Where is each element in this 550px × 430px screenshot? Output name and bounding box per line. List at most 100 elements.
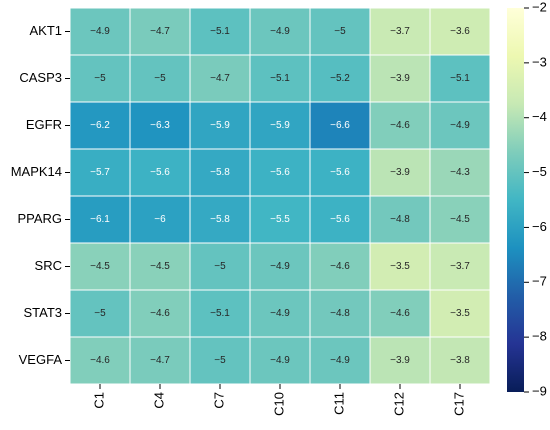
cell (249, 242, 311, 291)
cell (129, 101, 191, 150)
cell-label: −6 (154, 214, 166, 225)
colorbar-tick-label: −2 (532, 0, 547, 14)
cell-label: −5.5 (270, 214, 290, 225)
y-tick-label: CASP3 (19, 70, 62, 85)
cell-label: −3.9 (390, 167, 410, 178)
cell-label: −4.9 (270, 308, 290, 319)
colorbar-tick-label: −7 (532, 274, 547, 289)
cell-label: −4.6 (90, 355, 110, 366)
cell-label: −3.8 (450, 355, 470, 366)
cell (309, 242, 371, 291)
cell (189, 101, 251, 150)
cell-label: −4.9 (450, 120, 470, 131)
cell-label: −4.7 (210, 73, 230, 84)
cell (249, 101, 311, 150)
x-tick-label: C7 (211, 392, 226, 409)
cell-label: −5.7 (90, 167, 110, 178)
x-tick-label: C10 (271, 392, 286, 416)
cell-label: −4.7 (150, 26, 170, 37)
cell-label: −5.6 (150, 167, 170, 178)
cell-label: −6.3 (150, 120, 170, 131)
cell-label: −5 (334, 26, 346, 37)
cell-label: −6.2 (90, 120, 110, 131)
colorbar-tick-label: −8 (532, 329, 547, 344)
cell-label: −4.7 (150, 355, 170, 366)
cell (189, 195, 251, 244)
cell (429, 101, 491, 150)
y-tick-label: AKT1 (29, 23, 62, 38)
cell-label: −5.9 (270, 120, 290, 131)
y-tick-label: VEGFA (19, 352, 63, 367)
cell-label: −6.6 (330, 120, 350, 131)
cell-label: −5 (94, 308, 106, 319)
cell-label: −5 (214, 355, 226, 366)
cell (249, 289, 311, 338)
colorbar-tick-label: −6 (532, 219, 547, 234)
cell-label: −5.1 (270, 73, 290, 84)
cell (69, 148, 131, 197)
cell (429, 289, 491, 338)
cell-label: −4.9 (270, 261, 290, 272)
cell-label: −4.3 (450, 167, 470, 178)
cell-label: −3.7 (390, 26, 410, 37)
cell (69, 195, 131, 244)
cell-label: −5.1 (210, 308, 230, 319)
cell-label: −5.6 (330, 167, 350, 178)
cell (369, 148, 431, 197)
cell (309, 101, 371, 150)
cell (309, 54, 371, 103)
cell (69, 336, 131, 385)
colorbar-tick-label: −4 (532, 109, 547, 124)
cell-label: −4.9 (330, 355, 350, 366)
cell (369, 336, 431, 385)
cell-label: −5.1 (210, 26, 230, 37)
colorbar-tick-label: −9 (532, 383, 547, 398)
cell-label: −3.5 (390, 261, 410, 272)
y-tick-label: PPARG (17, 211, 62, 226)
x-tick-label: C12 (391, 392, 406, 416)
cell-label: −5.6 (270, 167, 290, 178)
cell (429, 242, 491, 291)
cell (249, 336, 311, 385)
cell-label: −5.1 (450, 73, 470, 84)
y-tick-label: STAT3 (23, 305, 62, 320)
cell-label: −3.6 (450, 26, 470, 37)
cell-label: −5.8 (210, 214, 230, 225)
cell-label: −4.6 (150, 308, 170, 319)
cell-label: −4.5 (150, 261, 170, 272)
cell (369, 101, 431, 150)
cell (429, 54, 491, 103)
cell (129, 148, 191, 197)
cell-label: −4.5 (90, 261, 110, 272)
cell (309, 289, 371, 338)
cell (69, 289, 131, 338)
cell-label: −5 (214, 261, 226, 272)
x-tick-label: C4 (151, 392, 166, 409)
x-tick-label: C11 (331, 392, 346, 415)
x-tick-label: C1 (91, 392, 106, 409)
cell-label: −3.7 (450, 261, 470, 272)
cell-label: −6.1 (90, 214, 110, 225)
cell-label: −4.9 (270, 26, 290, 37)
cell (129, 336, 191, 385)
cell (369, 289, 431, 338)
cell-label: −4.8 (390, 214, 410, 225)
y-tick-label: MAPK14 (11, 164, 62, 179)
cell (189, 289, 251, 338)
cell (429, 336, 491, 385)
colorbar (507, 8, 524, 392)
cell-label: −3.9 (390, 73, 410, 84)
cell-label: −5.6 (330, 214, 350, 225)
cell-label: −4.9 (270, 355, 290, 366)
cell-label: −3.9 (390, 355, 410, 366)
cell (69, 242, 131, 291)
cell-label: −4.5 (450, 214, 470, 225)
cell-label: −4.6 (390, 120, 410, 131)
cell (309, 336, 371, 385)
y-tick-label: SRC (35, 258, 62, 273)
x-tick-label: C17 (451, 392, 466, 416)
cell-label: −5.9 (210, 120, 230, 131)
cell-label: −4.6 (330, 261, 350, 272)
cell (369, 7, 431, 56)
